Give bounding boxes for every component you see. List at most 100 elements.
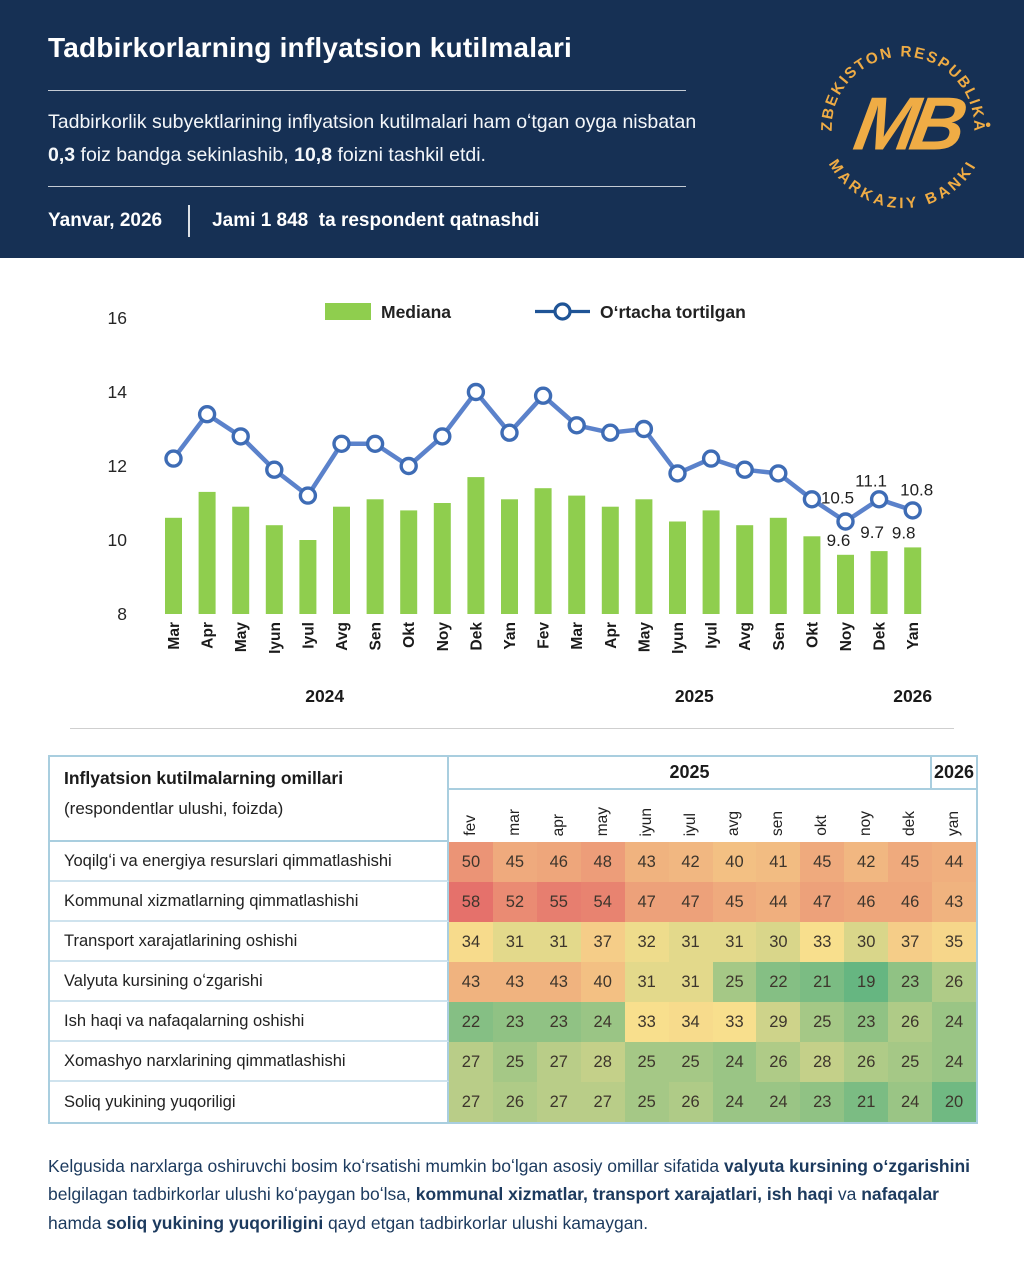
heatmap-cell: 30 [756,922,801,962]
data-label: 11.1 [855,471,887,490]
median-bar [669,521,686,614]
heatmap-cell: 40 [712,842,757,882]
data-label: 10.8 [900,480,933,499]
text-segment: soliq yukining yuqoriligini [106,1212,324,1233]
heatmap-cell: 23 [800,1082,845,1122]
heatmap-cell: 46 [844,882,889,922]
x-axis-month-label: Apr [200,622,217,649]
heatmap-cell: 23 [844,1002,889,1042]
month-label: apr [549,813,567,836]
heatmap-cell: 31 [536,922,581,962]
month-column-header: noy [844,790,888,842]
x-axis-month-label: May [233,622,250,653]
heatmap-cell: 27 [449,1042,493,1082]
summary-paragraph: Kelgusida narxlarga oshiruvchi bosim koʻ… [48,1152,996,1237]
x-axis-month-label: Okt [401,622,418,648]
month-label: dek [901,811,919,836]
text-segment: Tadbirkorlik subyektlarining inflyatsion… [48,111,697,133]
line-marker [634,419,654,439]
heatmap-cell: 33 [624,1002,669,1042]
median-bar [803,536,821,614]
heatmap-cell: 22 [756,962,801,1002]
heatmap-cell: 35 [932,922,976,962]
page-title: Tadbirkorlarning inflyatsion kutilmalari [48,32,573,63]
month-column-header: sen [756,790,800,842]
text-segment: foiz bandga sekinlashib, [75,143,295,166]
month-column-header: may [581,790,625,842]
x-axis-month-label: Okt [804,622,821,648]
heatmap-cell: 43 [536,962,581,1002]
line-marker [903,501,922,520]
month-column-header: avg [713,790,757,842]
heatmap-cell: 31 [712,922,757,962]
line-marker [433,427,452,446]
line-marker [869,490,889,509]
line-marker [533,386,553,405]
month-label: fev [461,815,479,836]
table-title: Inflyatsion kutilmalarning omillari [64,768,344,788]
x-axis-month-label: May [636,622,653,653]
heatmap-cell: 47 [668,882,713,922]
logo-separator-dot: • [985,117,991,134]
y-axis-tick: 14 [108,382,128,402]
month-label: iyun [637,807,655,836]
x-axis-month-label: Iyun [267,622,284,654]
line-marker [601,423,620,442]
heatmap-cell: 54 [580,882,625,922]
median-bar [265,525,283,614]
x-axis-month-label: Avg [737,622,754,651]
median-bar [400,510,418,614]
heatmap-cell: 48 [580,842,625,882]
line-marker [769,464,788,483]
y-axis-tick: 10 [108,530,128,550]
heatmap-cell: 42 [844,842,889,882]
median-bar [702,510,720,614]
heatmap-cell: 34 [668,1002,713,1042]
heatmap-cell: 26 [668,1082,713,1122]
median-bar [769,517,787,614]
heatmap-cell: 26 [492,1082,537,1122]
month-column-header: iyun [625,790,669,842]
line-marker [567,416,586,435]
heatmap-cell: 27 [580,1082,625,1122]
line-marker [668,464,687,483]
heatmap-cell: 21 [800,962,845,1002]
x-axis-month-label: Iyun [670,622,687,654]
heatmap-cell: 44 [756,882,801,922]
x-axis-month-label: Apr [603,622,620,649]
heatmap-cell: 50 [449,842,493,882]
y-axis-tick: 8 [117,604,127,624]
line-marker [802,490,822,509]
heatmap-cell: 46 [536,842,581,882]
month-column-header: yan [932,790,976,842]
heatmap-cell: 31 [668,962,713,1002]
heatmap-cell: 37 [580,922,625,962]
median-bar [534,488,552,614]
heatmap-cell: 24 [756,1082,801,1122]
heatmap-cell: 27 [536,1082,581,1122]
heatmap-cell: 43 [932,882,976,922]
heatmap-cell: 44 [932,842,976,882]
month-column-header: mar [493,790,537,842]
month-label: iyul [681,812,699,836]
heatmap-cell: 25 [668,1042,713,1082]
heatmap-cell: 52 [492,882,537,922]
line-marker [164,449,183,468]
month-label: sen [769,811,787,836]
line-marker [332,434,351,454]
month-label: mar [505,809,523,836]
heatmap-cell: 24 [712,1082,757,1122]
median-bar [333,506,350,614]
respondent-count: Jami 1 848 ta respondent qatnashdi [212,210,540,231]
heatmap-cell: 31 [624,962,669,1002]
subtitle-underline [48,186,686,187]
heatmap-cell: 45 [800,842,845,882]
x-axis-month-label: Mar [569,622,586,650]
month-column-header: apr [537,790,581,842]
median-bar [601,506,619,614]
meta-divider [188,205,191,237]
month-label: okt [813,815,831,836]
heatmap-cell: 25 [624,1082,669,1122]
month-column-header: fev [449,790,493,842]
heatmap-cell: 22 [449,1002,493,1042]
